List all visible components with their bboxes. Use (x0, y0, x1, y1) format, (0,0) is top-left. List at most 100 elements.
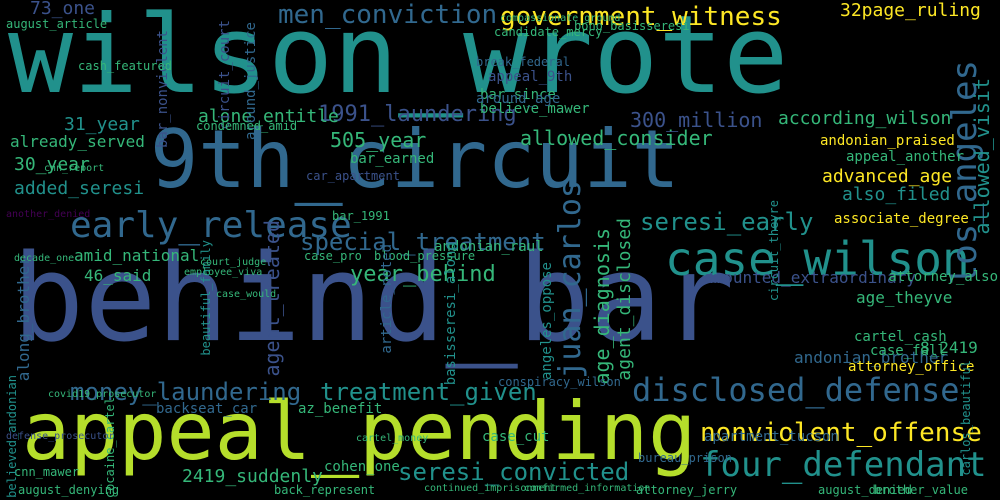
cloud-word: august_article (6, 17, 108, 31)
cloud-word: andonian_praised (820, 133, 955, 149)
cloud-word: circuit_theyre (767, 200, 781, 302)
cloud-word: covid19_prosecutor (48, 389, 157, 400)
cloud-word: az_benefit (298, 401, 383, 417)
cloud-word: bureau_prison (638, 451, 732, 465)
cloud-word: four_defendant (700, 445, 987, 485)
cloud-word: break_federal (476, 55, 570, 69)
cloud-word: early_release (70, 205, 352, 246)
cloud-word: also_filed (842, 184, 951, 205)
cloud-word: 300_million (630, 108, 763, 132)
cloud-word: case_cut (482, 429, 550, 445)
cloud-word: 31_year (64, 114, 140, 135)
cloud-word: age_diagnosis (590, 228, 614, 385)
cloud-word: year_behind (350, 262, 496, 287)
cloud-word: bar_since (480, 87, 556, 103)
cloud-word: appeal_9th (488, 69, 573, 85)
cloud-word: agent_disclosed (614, 218, 635, 381)
cloud-word: added_seresi (14, 178, 145, 199)
cloud-word: treatment_given (320, 378, 537, 406)
cloud-word: allowed_consider (520, 126, 713, 150)
cloud-word: 1991_laundering (318, 102, 517, 127)
cloud-word: bar_1991 (332, 209, 390, 223)
cloud-word: august_denying (18, 483, 120, 497)
cloud-word: around_age (476, 91, 561, 107)
cloud-word: court_judge (200, 257, 267, 268)
cloud-word: advanced_age (822, 166, 953, 187)
cloud-word: another_denied (6, 209, 91, 220)
cloud-word: case_pro (304, 249, 362, 263)
cloud-word: 30_year (14, 154, 90, 175)
cloud-word: cash_featured (78, 59, 172, 73)
cloud-word: attorney_jerry (636, 483, 738, 497)
cloud-word: cartel_cash (854, 329, 947, 345)
cloud-word: circuit_court (217, 20, 233, 130)
cloud-word: allowed_visit (970, 78, 994, 235)
cloud-word: cnn_mawer (14, 465, 80, 479)
cloud-word: continued_imprisonment (424, 483, 557, 494)
cloud-word: juan_carlos (553, 180, 588, 379)
cloud-word: along_brother (14, 256, 33, 382)
cloud-word: bar_earned (350, 151, 435, 167)
cloud-word: employee_viva (184, 267, 263, 278)
cloud-word: alone_entitle (198, 106, 339, 127)
cloud-word: cartel_money (356, 433, 429, 444)
cloud-word: andonian_brother (794, 348, 949, 367)
cloud-word: car_apartment (306, 169, 400, 183)
cloud-word: basisseresi_along (443, 242, 459, 386)
cloud-word: brother_value (874, 483, 968, 497)
cloud-word: appeal_pending (22, 385, 697, 478)
cloud-word: nonviolent_offense (700, 418, 982, 448)
cloud-word: 46_said (84, 266, 152, 285)
cloud-word: behind_bar (12, 230, 735, 369)
cloud-word: 32page_ruling (840, 0, 981, 21)
cloud-word: back_represent (274, 483, 376, 497)
cloud-word: angeles_oppose (539, 262, 555, 381)
cloud-word: case_fall (870, 343, 946, 359)
cloud-word: defense_prosecutor (6, 431, 115, 442)
cloud-word: cohen_one (324, 459, 400, 475)
cloud-word: attorney_office (848, 359, 975, 375)
cloud-word: appeal_another (846, 149, 965, 165)
cloud-word: apartment_tucson (704, 429, 839, 445)
cloud-word: money_laundering (70, 378, 302, 406)
cloud-word: age_theyve (856, 288, 953, 307)
cloud-word: 505_year (330, 128, 427, 152)
cloud-word: andonian_raul (434, 239, 544, 255)
cloud-word: seresi_convicted (398, 458, 630, 486)
cloud-word: disclosed_defense (632, 371, 960, 409)
cloud-word: august_denied (818, 483, 912, 497)
cloud-word: 73_one (30, 0, 96, 19)
cloud-word: cocaine_cartel (103, 396, 117, 498)
cloud-word: article_noted (379, 244, 395, 354)
cloud-word: already_served (10, 132, 145, 151)
cloud-word: seresi_early (640, 208, 814, 236)
cloud-word: wilson_wrote (8, 0, 789, 118)
cloud-word: compassionate_ground (500, 13, 621, 24)
cloud-word: case_wilson (665, 232, 970, 286)
cloud-word: backseat_car (156, 401, 258, 417)
cloud-word: according_wilson (778, 108, 952, 129)
cloud-word: special_treatment (300, 228, 546, 256)
cloud-word: blood_pressure (374, 249, 476, 263)
cloud-word: carlos_beautiful (959, 360, 973, 476)
cloud-word: decade_one (14, 253, 75, 264)
cloud-word: conspiracy_wilson (498, 375, 621, 389)
cloud-word: 2419_suddenly (182, 466, 323, 487)
cloud-word: associate_degree (834, 211, 969, 227)
cloud-word: amid_national (74, 246, 200, 265)
cloud-word: cnn_report (44, 163, 105, 174)
cloud-word: candidate_mercy (494, 25, 603, 39)
cloud-word: condemned_amid (196, 119, 298, 133)
cloud-word: attorney_also (888, 269, 998, 285)
cloud-word: amounted_extraordinary (704, 268, 916, 287)
cloud-word: case_would (216, 289, 277, 300)
cloud-word: confirmed_information (524, 483, 651, 494)
cloud-word: bar_nonviolent (155, 30, 171, 149)
cloud-word: 8_2419 (920, 338, 978, 357)
cloud-word: men_conviction (278, 0, 498, 30)
cloud-word: 9th_circuit (150, 113, 680, 206)
cloud-word: believe_mawer (480, 101, 590, 117)
cloud-word: bono_basisseresi (574, 19, 690, 33)
cloud-word: government_witness (500, 2, 782, 32)
